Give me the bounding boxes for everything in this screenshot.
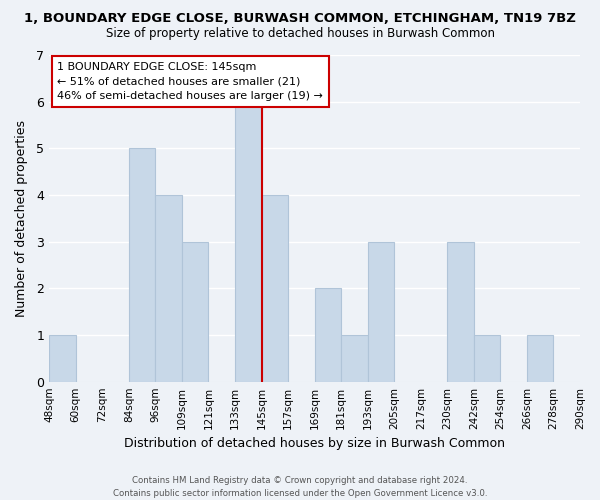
Bar [129,148,155,382]
Bar [314,288,341,382]
Bar [155,195,182,382]
Bar [262,195,288,382]
Text: Size of property relative to detached houses in Burwash Common: Size of property relative to detached ho… [106,28,494,40]
Bar [527,335,553,382]
Bar [447,242,474,382]
Bar [235,102,262,382]
Bar [474,335,500,382]
Bar [49,335,76,382]
Text: 1, BOUNDARY EDGE CLOSE, BURWASH COMMON, ETCHINGHAM, TN19 7BZ: 1, BOUNDARY EDGE CLOSE, BURWASH COMMON, … [24,12,576,26]
Bar [341,335,368,382]
X-axis label: Distribution of detached houses by size in Burwash Common: Distribution of detached houses by size … [124,437,505,450]
Text: Contains HM Land Registry data © Crown copyright and database right 2024.
Contai: Contains HM Land Registry data © Crown c… [113,476,487,498]
Bar [182,242,208,382]
Y-axis label: Number of detached properties: Number of detached properties [15,120,28,317]
Bar [368,242,394,382]
Text: 1 BOUNDARY EDGE CLOSE: 145sqm
← 51% of detached houses are smaller (21)
46% of s: 1 BOUNDARY EDGE CLOSE: 145sqm ← 51% of d… [57,62,323,101]
